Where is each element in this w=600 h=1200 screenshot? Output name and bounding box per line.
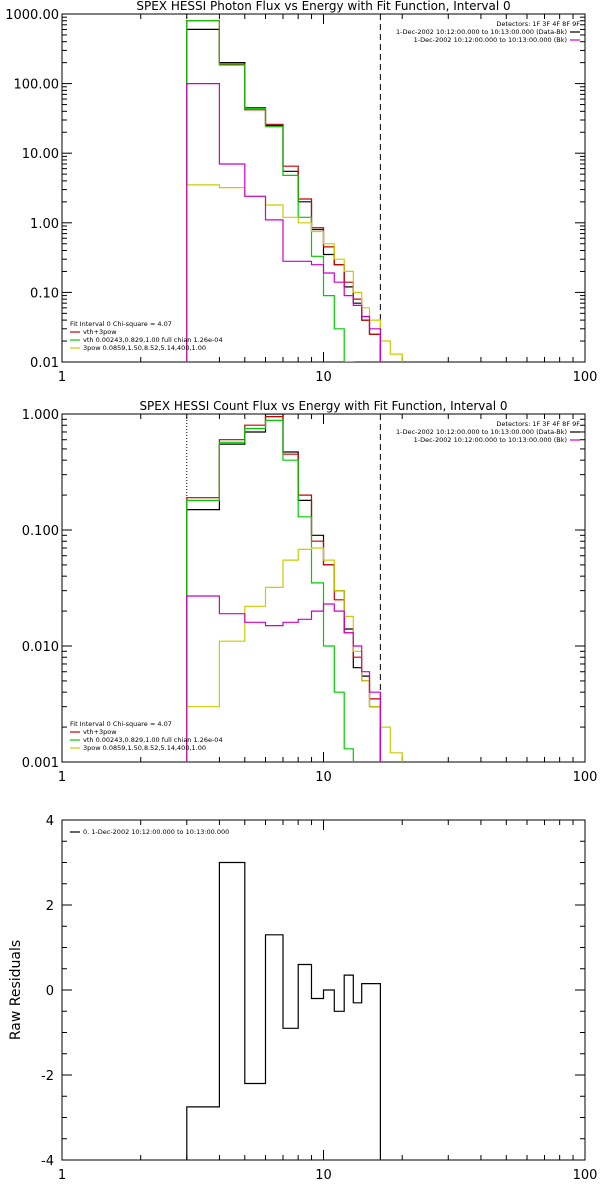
panel-2: SPEX HESSI Count Flux vs Energy with Fit…	[22, 399, 598, 785]
legend-entry-label: 1-Dec-2002 10:12:00.000 to 10:13:00.000 …	[396, 28, 567, 36]
y-tick-label: 2	[46, 899, 54, 914]
legend-detectors-header: Detectors: 1F 3F 4F 8F 9F	[496, 420, 580, 428]
legend-entry-label: 3pow 0.0859,1.50,8.52,5.14,400,1.00	[83, 744, 206, 752]
y-tick-label: 0.10	[30, 286, 59, 301]
legend-entry-label: 3pow 0.0859,1.50,8.52,5.14,400,1.00	[83, 344, 206, 352]
legend-detectors-header: Detectors: 1F 3F 4F 8F 9F	[496, 20, 580, 28]
series-group	[186, 20, 414, 362]
series-group	[186, 861, 381, 1160]
y-tick-label: 0.010	[22, 640, 59, 655]
x-tick-label: 1	[58, 370, 66, 385]
y-tick-label: 1.000	[22, 408, 59, 423]
x-tick-label: 100	[573, 370, 598, 385]
legend-entry-label: vth 0.00243,0.829,1.00 full chian 1.26e-…	[83, 736, 223, 744]
x-tick-label: 10	[315, 1168, 332, 1183]
series-bk-line	[186, 83, 381, 362]
y-axis-label: Raw Residuals	[8, 940, 24, 1040]
panel-3: 1 10 100 4 2 0 -2 -4 Raw Residuals 0. 1-Dec-2002 …	[8, 814, 597, 1183]
x-tick-label: 10	[315, 770, 332, 785]
series-group	[186, 414, 414, 762]
x-tick-label: 100	[573, 1168, 598, 1183]
legend-fit-header: Fit Interval 0 Chi-square = 4.07	[70, 320, 172, 328]
series-residuals-line	[186, 861, 381, 1160]
plot-frame	[61, 13, 586, 363]
legend-fit-header: Fit Interval 0 Chi-square = 4.07	[70, 720, 172, 728]
y-tick-label: 0.001	[22, 756, 59, 771]
x-tick-label: 100	[573, 770, 598, 785]
legend-entry-label: 1-Dec-2002 10:12:00.000 to 10:13:00.000 …	[414, 36, 567, 44]
x-tick-label: 1	[58, 1168, 66, 1183]
legend-entry-label: 1-Dec-2002 10:12:00.000 to 10:13:00.000 …	[414, 436, 567, 444]
y-tick-label: 4	[46, 814, 54, 829]
y-tick-label: 100.00	[14, 78, 60, 93]
y-tick-label: -4	[41, 1154, 54, 1169]
x-tick-label: 10	[315, 370, 332, 385]
series-vth-line	[186, 20, 363, 362]
y-tick-label: 10.00	[22, 147, 59, 162]
series-vth-line	[186, 419, 354, 762]
series-3pow-line	[186, 547, 414, 762]
legend-entry-label: vth+3pow	[83, 728, 117, 736]
series-vth+3pow-line	[186, 416, 381, 762]
legend-entry-label: 0. 1-Dec-2002 10:12:00.000 to 10:13:00.0…	[83, 828, 229, 836]
series-bk-line	[186, 595, 381, 762]
series-data-bk-line	[186, 28, 381, 362]
chart-title: SPEX HESSI Photon Flux vs Energy with Fi…	[136, 0, 510, 13]
legend-entry-label: 1-Dec-2002 10:12:00.000 to 10:13:00.000 …	[396, 428, 567, 436]
series-vth+3pow-line	[186, 20, 381, 362]
y-tick-label: 0	[46, 984, 54, 999]
legend-entry-label: vth+3pow	[83, 328, 117, 336]
legend-entry-label: vth 0.00243,0.829,1.00 full chian 1.26e-…	[83, 336, 223, 344]
y-tick-label: -2	[41, 1069, 54, 1084]
y-tick-label: 1000.00	[5, 8, 59, 23]
y-tick-label: 0.100	[22, 524, 59, 539]
y-tick-label: 0.01	[30, 356, 59, 371]
y-tick-label: 1.00	[30, 217, 59, 232]
panel-1: SPEX HESSI Photon Flux vs Energy with Fi…	[5, 0, 598, 385]
x-tick-label: 1	[58, 770, 66, 785]
chart-title: SPEX HESSI Count Flux vs Energy with Fit…	[139, 399, 507, 413]
